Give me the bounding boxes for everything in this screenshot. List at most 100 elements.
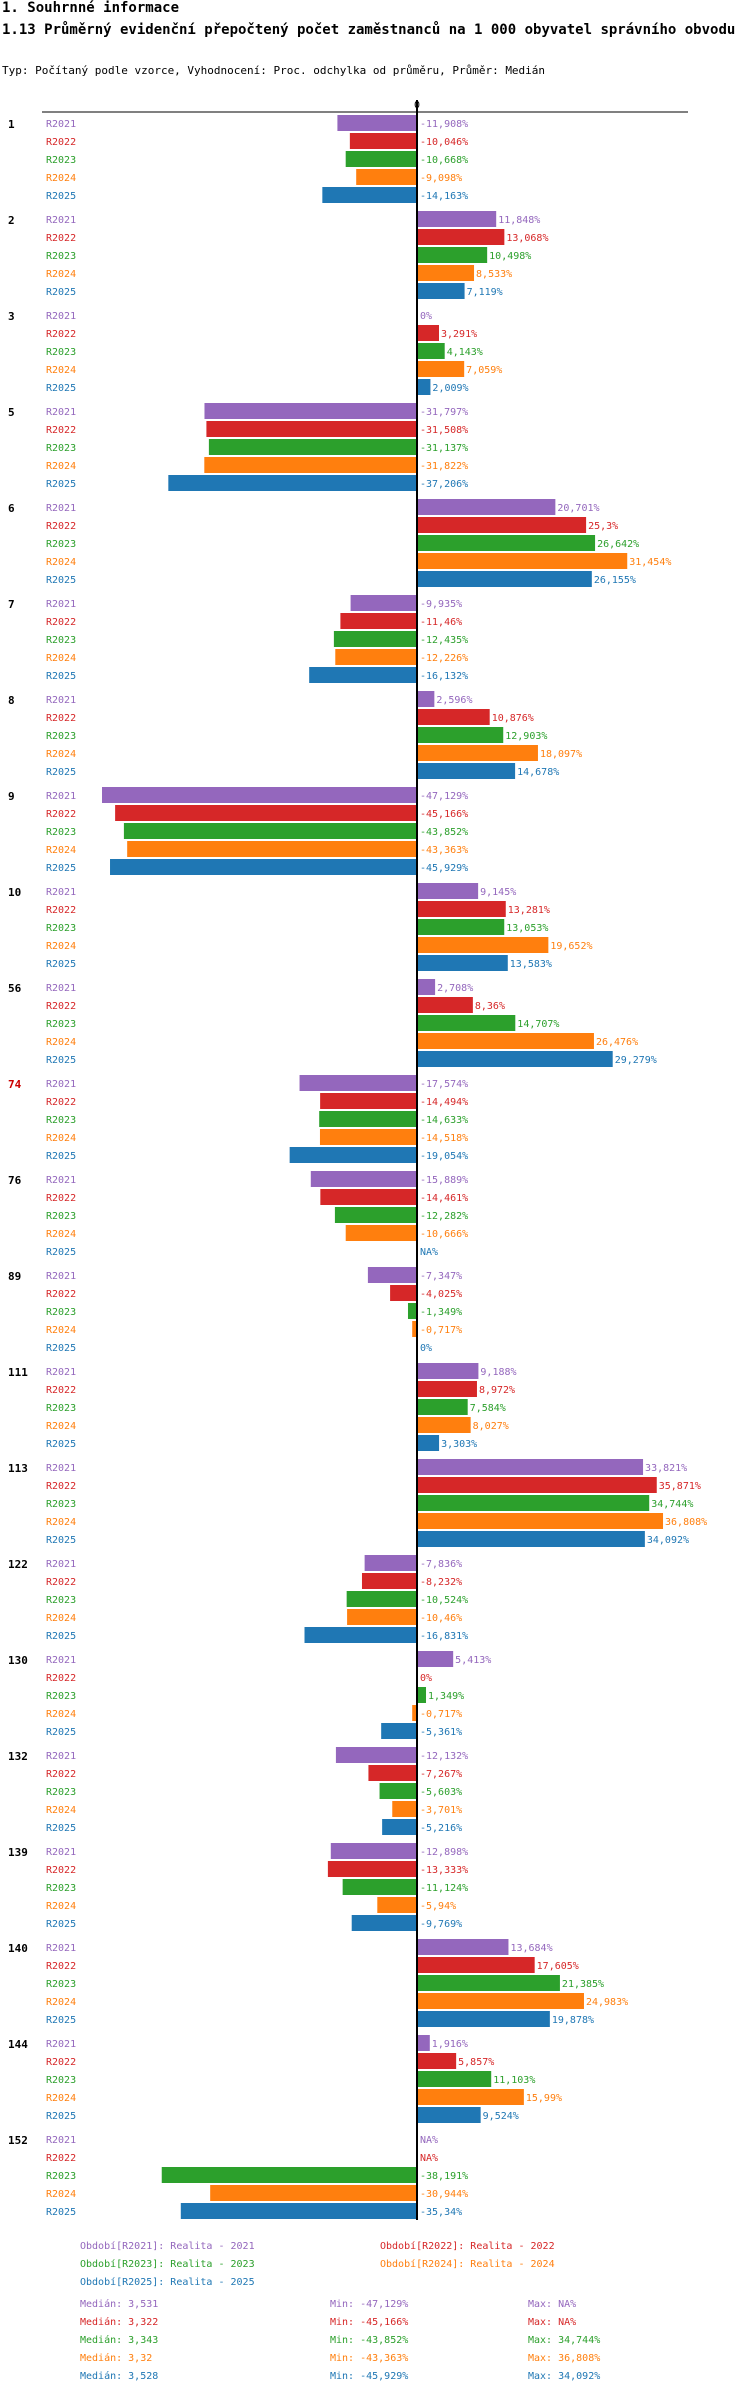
series-label: R2024 (46, 1421, 76, 1432)
series-label: R2023 (46, 1787, 76, 1798)
bar-56-R2023 (417, 1015, 516, 1031)
series-label: R2021 (46, 1943, 76, 1954)
bar-5-R2022 (206, 421, 417, 437)
stat-median: Medián: 3,32 (80, 2352, 152, 2364)
group-label-8: 8 (8, 694, 15, 707)
group-label-140: 140 (8, 1942, 28, 1955)
value-label: -47,129% (420, 791, 468, 802)
value-label: 8,36% (475, 1001, 505, 1012)
series-label: R2022 (46, 905, 76, 916)
value-label: 25,3% (588, 521, 618, 532)
stat-min: Min: -43,363% (330, 2353, 408, 2364)
bar-8-R2021 (417, 691, 435, 707)
value-label: -31,797% (420, 407, 468, 418)
group-label-132: 132 (8, 1750, 28, 1763)
bar-122-R2021 (364, 1555, 417, 1571)
value-label: -14,494% (420, 1097, 468, 1108)
legend-entry: Období[R2025]: Realita - 2025 (80, 2276, 255, 2288)
group-label-9: 9 (8, 790, 15, 803)
value-label: 14,678% (517, 767, 559, 778)
value-label: -7,347% (420, 1271, 462, 1282)
series-label: R2022 (46, 1769, 76, 1780)
bar-139-R2021 (330, 1843, 417, 1859)
series-label: R2025 (46, 767, 76, 778)
bar-130-R2025 (381, 1723, 417, 1739)
bar-113-R2024 (417, 1513, 664, 1529)
group-label-130: 130 (8, 1654, 28, 1667)
value-label: -10,666% (420, 1229, 468, 1240)
series-label: R2024 (46, 1805, 76, 1816)
series-label: R2021 (46, 1175, 76, 1186)
series-label: R2023 (46, 635, 76, 646)
series-label: R2023 (46, 1499, 76, 1510)
series-label: R2023 (46, 2075, 76, 2086)
series-label: R2025 (46, 1055, 76, 1066)
bar-76-R2022 (320, 1189, 417, 1205)
series-label: R2023 (46, 731, 76, 742)
group-label-152: 152 (8, 2134, 28, 2147)
stat-min: Min: -43,852% (330, 2335, 408, 2346)
bar-2-R2021 (417, 211, 497, 227)
value-label: 7,059% (466, 365, 502, 376)
value-label: -43,363% (420, 845, 468, 856)
bar-5-R2021 (204, 403, 417, 419)
value-label: 19,652% (550, 941, 592, 952)
value-label: 34,092% (647, 1535, 689, 1546)
series-label: R2024 (46, 269, 76, 280)
group-label-76: 76 (8, 1174, 22, 1187)
series-label: R2025 (46, 2015, 76, 2026)
value-label: NA% (420, 1247, 438, 1258)
bar-6-R2024 (417, 553, 628, 569)
value-label: -31,137% (420, 443, 468, 454)
bar-56-R2024 (417, 1033, 594, 1049)
series-label: R2022 (46, 1193, 76, 1204)
series-label: R2023 (46, 1211, 76, 1222)
series-label: R2021 (46, 2039, 76, 2050)
bar-74-R2025 (289, 1147, 417, 1163)
value-label: -10,668% (420, 155, 468, 166)
value-label: 13,684% (510, 1943, 552, 1954)
stat-median: Medián: 3,343 (80, 2334, 158, 2346)
legend-entry: Období[R2024]: Realita - 2024 (380, 2258, 555, 2270)
series-label: R2021 (46, 311, 76, 322)
bar-8-R2025 (417, 763, 516, 779)
bar-144-R2025 (417, 2107, 481, 2123)
bar-10-R2025 (417, 955, 508, 971)
stat-max: Max: 34,744% (528, 2335, 600, 2346)
series-label: R2021 (46, 1847, 76, 1858)
series-label: R2021 (46, 599, 76, 610)
value-label: NA% (420, 2135, 438, 2146)
series-label: R2021 (46, 119, 76, 130)
bar-74-R2021 (299, 1075, 417, 1091)
series-label: R2023 (46, 1403, 76, 1414)
series-label: R2021 (46, 791, 76, 802)
value-label: -15,889% (420, 1175, 468, 1186)
bar-5-R2024 (204, 457, 417, 473)
series-label: R2025 (46, 1823, 76, 1834)
bar-140-R2022 (417, 1957, 535, 1973)
bar-3-R2022 (417, 325, 439, 341)
bar-140-R2025 (417, 2011, 550, 2027)
series-label: R2023 (46, 155, 76, 166)
group-label-113: 113 (8, 1462, 28, 1475)
value-label: -5,216% (420, 1823, 462, 1834)
value-label: -31,508% (420, 425, 468, 436)
series-label: R2021 (46, 1367, 76, 1378)
group-label-7: 7 (8, 598, 15, 611)
bar-56-R2025 (417, 1051, 613, 1067)
series-label: R2022 (46, 1481, 76, 1492)
value-label: -11,124% (420, 1883, 468, 1894)
bar-6-R2021 (417, 499, 556, 515)
bar-144-R2024 (417, 2089, 524, 2105)
series-label: R2024 (46, 461, 76, 472)
value-label: -14,461% (420, 1193, 468, 1204)
bar-76-R2024 (345, 1225, 417, 1241)
bar-89-R2022 (390, 1285, 417, 1301)
value-label: 2,708% (437, 983, 473, 994)
bar-2-R2024 (417, 265, 475, 281)
group-label-2: 2 (8, 214, 15, 227)
series-label: R2024 (46, 845, 76, 856)
series-label: R2021 (46, 1751, 76, 1762)
value-label: -45,166% (420, 809, 468, 820)
series-label: R2022 (46, 1097, 76, 1108)
